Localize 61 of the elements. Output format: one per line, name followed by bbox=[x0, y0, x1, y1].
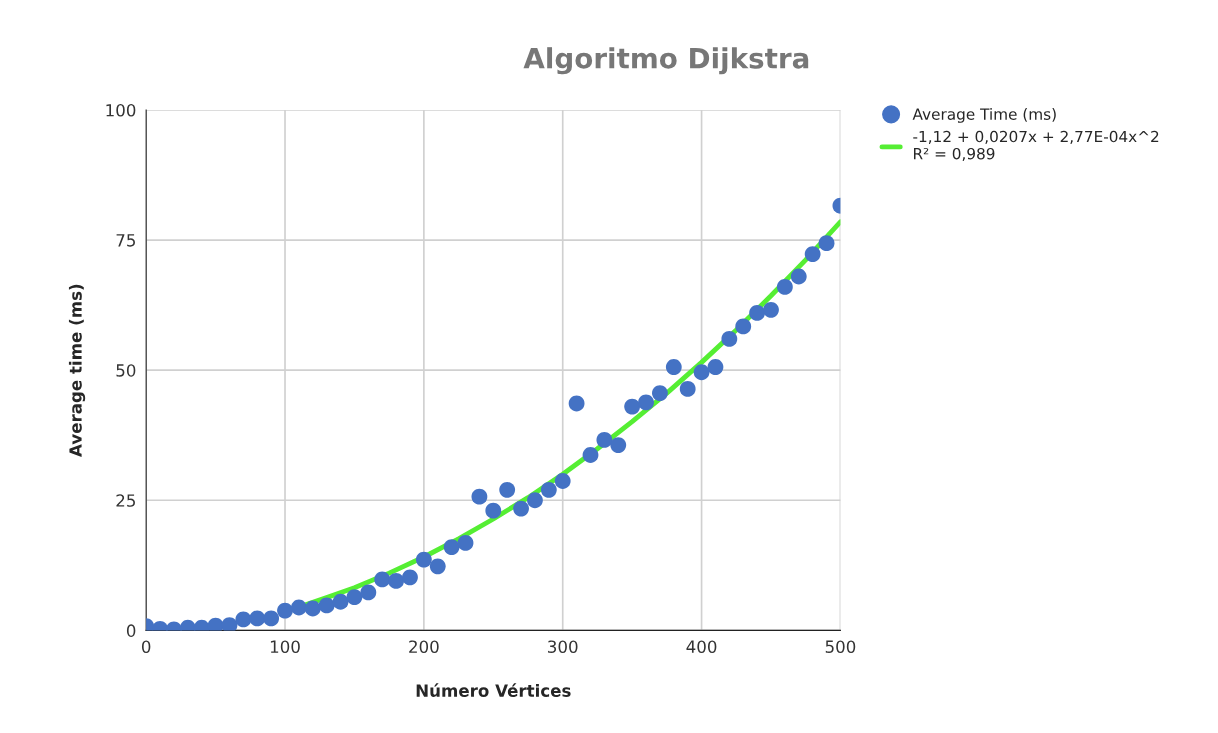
point bbox=[638, 394, 654, 411]
y-tick-label: 25 bbox=[116, 494, 135, 507]
point bbox=[721, 331, 738, 347]
y-tick-label: 0 bbox=[126, 624, 136, 637]
point bbox=[429, 558, 446, 575]
point bbox=[402, 569, 418, 586]
point bbox=[651, 385, 668, 401]
point bbox=[457, 535, 474, 551]
y-tick-label: 75 bbox=[116, 234, 135, 247]
point bbox=[818, 235, 835, 252]
point bbox=[693, 364, 710, 381]
point bbox=[360, 584, 377, 601]
point bbox=[346, 589, 363, 605]
y-axis-title: Average time (ms) bbox=[68, 284, 86, 457]
point bbox=[776, 278, 793, 295]
x-tick-label: 100 bbox=[270, 640, 300, 653]
point bbox=[513, 500, 529, 517]
point bbox=[749, 305, 766, 321]
point bbox=[707, 359, 724, 375]
point bbox=[624, 398, 641, 415]
point bbox=[290, 599, 307, 616]
point bbox=[332, 593, 349, 610]
point bbox=[485, 502, 502, 519]
point bbox=[596, 431, 613, 448]
point bbox=[235, 611, 252, 628]
point bbox=[763, 301, 779, 318]
point bbox=[221, 617, 238, 631]
x-tick-label: 500 bbox=[825, 640, 856, 653]
point bbox=[568, 395, 585, 412]
point bbox=[582, 447, 599, 463]
point bbox=[610, 437, 627, 454]
x-axis-title: Número Vértices bbox=[416, 683, 571, 697]
point bbox=[527, 492, 543, 509]
point bbox=[790, 268, 807, 285]
point bbox=[540, 481, 557, 498]
point bbox=[277, 602, 293, 619]
x-tick-label: 0 bbox=[141, 640, 151, 653]
point bbox=[679, 380, 696, 397]
point bbox=[374, 571, 391, 588]
legend-label: -1,12 + 0,0207x + 2,77E-04x^2 R² = 0,989 bbox=[913, 130, 1159, 161]
point bbox=[388, 573, 405, 589]
point bbox=[665, 359, 682, 375]
point bbox=[499, 481, 516, 498]
x-tick-label: 300 bbox=[548, 640, 578, 653]
point bbox=[304, 600, 321, 617]
point bbox=[804, 246, 821, 263]
y-tick-label: 50 bbox=[116, 364, 136, 377]
chart-title: Algoritmo Dijkstra bbox=[523, 47, 809, 75]
point bbox=[443, 539, 460, 556]
x-tick-label: 200 bbox=[409, 640, 439, 653]
point bbox=[471, 488, 488, 505]
x-tick-label: 400 bbox=[686, 640, 717, 653]
point bbox=[207, 617, 224, 631]
legend-label: Average Time (ms) bbox=[912, 108, 1056, 123]
point bbox=[249, 610, 266, 627]
point bbox=[735, 318, 752, 335]
y-tick-label: 100 bbox=[106, 103, 136, 117]
point bbox=[554, 473, 571, 489]
point bbox=[263, 610, 280, 627]
point bbox=[415, 551, 432, 568]
point bbox=[318, 597, 335, 614]
